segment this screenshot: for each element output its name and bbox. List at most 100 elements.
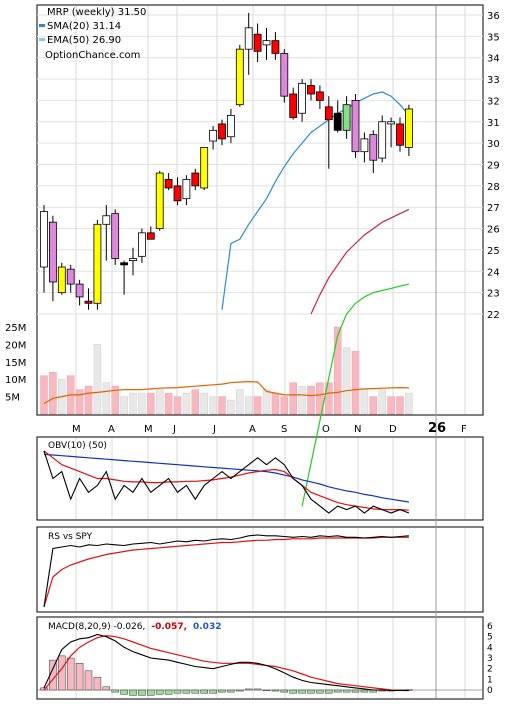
candle-body — [289, 93, 298, 118]
candle-body — [66, 268, 75, 285]
macd-histogram-bar — [66, 657, 75, 691]
volume-bar — [289, 382, 297, 415]
macd-histogram-bar — [227, 689, 235, 693]
price-tick-label: 28 — [487, 182, 500, 193]
volume-bar — [111, 385, 119, 415]
macd-tick-label: 0 — [487, 686, 493, 696]
x-axis: M A M J J A S O N D 26 F — [72, 421, 467, 436]
macd-histogram-bar — [209, 689, 217, 694]
obv-lines — [43, 450, 410, 514]
macd-histogram-bar — [191, 689, 200, 694]
candle-body — [111, 213, 120, 259]
macd-tick-label: 3 — [487, 654, 493, 664]
candle-body — [191, 172, 200, 187]
macd-line — [43, 633, 409, 692]
macd-histogram-bar — [253, 688, 262, 691]
volume-tick-label: 10M — [5, 375, 26, 386]
macd-tick-label: 2 — [487, 665, 493, 675]
rs-lines — [43, 534, 409, 608]
macd-histogram-bar — [342, 689, 351, 693]
price-tick-label: 31 — [487, 118, 500, 129]
x-tick-label: 26 — [428, 421, 446, 436]
price-tick-label: 36 — [487, 11, 500, 22]
obv-short-line — [43, 450, 409, 511]
candle-body — [235, 48, 244, 106]
volume-bar — [369, 396, 378, 415]
x-tick-label: A — [249, 424, 256, 435]
legend: MRP (weekly) 31.50 SMA(20) 31.14 EMA(50)… — [39, 7, 146, 61]
volume-bar — [360, 389, 369, 415]
rs-line — [43, 534, 409, 608]
volume-tick-label: 5M — [5, 393, 20, 404]
candle-body — [404, 108, 413, 148]
macd-histogram-bar — [93, 676, 102, 691]
macd-histogram-bar — [262, 689, 271, 692]
candle-body — [155, 172, 164, 229]
macd-histogram-bar — [236, 689, 244, 692]
candle-body — [146, 232, 155, 240]
obv-panel-frame — [36, 436, 484, 521]
volume-bar — [164, 392, 173, 415]
macd-histogram-bar — [218, 689, 226, 693]
candle-body — [396, 123, 404, 146]
macd-histogram-bar — [155, 689, 164, 695]
macd-histogram-bar — [111, 689, 119, 693]
macd-tick-label: 4 — [487, 643, 493, 653]
macd-histogram-bar — [325, 689, 333, 694]
volume-tick-label: 20M — [5, 340, 26, 351]
macd-histogram-bar — [173, 689, 182, 694]
legend-swatch-sma — [39, 24, 45, 27]
macd-histogram-bar — [289, 689, 297, 694]
macd-histogram-bar — [120, 689, 128, 695]
candles — [40, 12, 413, 310]
volume-bar — [262, 389, 271, 415]
price-tick-label: 22 — [487, 310, 500, 321]
volume-bar — [200, 392, 208, 415]
candle-body — [75, 283, 84, 298]
macd-histogram-bar — [316, 689, 324, 694]
volume-tick-label: 15M — [5, 358, 26, 369]
macd-tick-label: 1 — [487, 675, 493, 685]
candle-body — [40, 211, 48, 268]
macd-histogram-bar — [360, 689, 369, 693]
volume-bar — [93, 344, 102, 415]
candle-body — [280, 53, 289, 97]
price-axis: 36 35 34 33 32 31 30 29 28 27 26 25 24 23 22 — [487, 11, 500, 321]
volume-bar — [129, 392, 137, 415]
volume-bar — [182, 392, 191, 415]
x-tick-label: A — [108, 424, 115, 435]
candle-body — [93, 223, 102, 304]
volume-bar — [209, 396, 217, 415]
volume-bars — [40, 326, 413, 415]
candle-body — [324, 106, 333, 121]
x-tick-label: D — [389, 424, 397, 435]
indicator-lines — [43, 91, 410, 507]
volume-bar — [280, 396, 289, 415]
x-tick-label: F — [461, 424, 467, 435]
price-panel-frame — [36, 4, 484, 416]
volume-bar — [147, 392, 155, 415]
volume-bar — [227, 399, 235, 415]
candle-body — [351, 100, 360, 153]
green-line — [301, 283, 410, 507]
macd-histogram-bar — [333, 689, 342, 693]
x-tick-label: J — [212, 424, 216, 435]
price-tick-label: 32 — [487, 96, 500, 107]
watermark: OptionChance.com — [45, 50, 140, 61]
macd-histogram-bar — [102, 686, 111, 691]
obv-label: OBV(10) (50) — [48, 441, 107, 451]
macd-tick-label: 5 — [487, 633, 493, 643]
volume-bar — [333, 326, 342, 415]
volume-bar — [387, 396, 395, 415]
price-tick-label: 33 — [487, 75, 500, 86]
candle-body — [360, 138, 369, 153]
candle-body — [244, 27, 253, 50]
volume-bar — [342, 347, 351, 415]
macd-histogram-bar — [84, 670, 93, 691]
volume-bar — [173, 396, 182, 415]
macd-histogram-bar — [244, 688, 253, 691]
price-tick-label: 25 — [487, 246, 500, 257]
volume-bar — [218, 396, 226, 415]
legend-label-sma: SMA(20) 31.14 — [47, 21, 121, 32]
price-tick-label: 34 — [487, 54, 500, 65]
